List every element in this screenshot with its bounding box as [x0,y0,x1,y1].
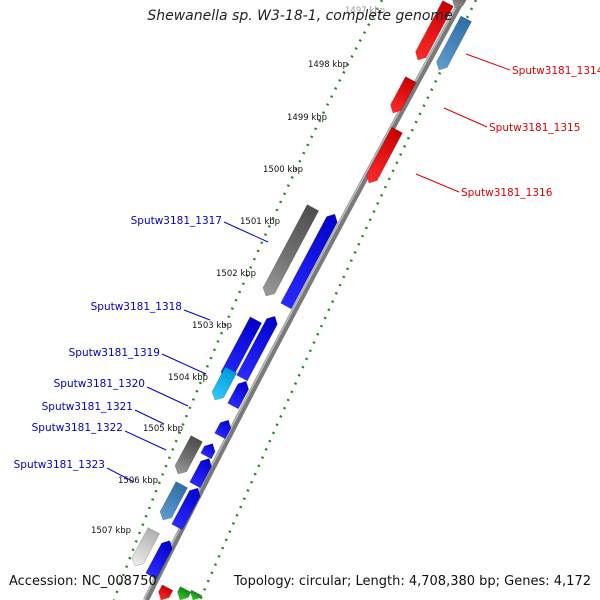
gene-label-sputw3181-1316: Sputw3181_1316 [461,187,553,199]
gene-feature-cyan [211,366,238,401]
gene-label-sputw3181-1320: Sputw3181_1320 [54,378,145,390]
gene-label-leader-line [443,107,488,128]
kbp-tick-label: 1504 kbp [168,373,208,383]
gene-feature-green-bottom-2 [190,589,203,600]
gene-feature-sputw3181-1321 [200,443,216,460]
kbp-tick-label: 1503 kbp [192,321,232,331]
gene-feature-silver [131,527,160,567]
gene-label-leader-line [146,386,189,407]
gene-feature-steel [159,481,188,521]
gene-feature-red-bottom [158,584,174,600]
scale-dotted-line-outer [198,0,478,600]
gene-label-sputw3181-1317: Sputw3181_1317 [131,215,222,227]
gene-feature-sputw3181-1320 [214,419,232,440]
gene-feature-grey-2 [174,435,203,475]
kbp-tick-label: 1501 kbp [240,217,280,227]
gene-label-leader-line [134,409,165,425]
gene-feature-group [131,0,472,600]
gene-feature-sputw3181-1314 [415,0,454,61]
gene-label-sputw3181-1322: Sputw3181_1322 [32,422,123,434]
kbp-tick-label: 1497 kbp [345,6,385,16]
kbp-tick-label: 1499 kbp [287,113,327,123]
label-leader-group [106,53,511,483]
gene-feature-sputw3181-1319 [227,380,249,410]
kbp-tick-label: 1506 kbp [118,476,158,486]
gene-label-group: Sputw3181_1314 Sputw3181_1315 Sputw3181_13… [14,65,600,471]
gene-feature-sputw3181-1318 [236,315,278,382]
genome-backbone [143,0,465,600]
kbp-tick-label: 1500 kbp [263,165,303,175]
gene-feature-downstream [145,540,173,580]
gene-feature-sputw3181-1315 [390,76,417,114]
gene-label-leader-line [183,309,211,321]
accession-text: Accession: NC_008750 [9,574,157,589]
gene-label-leader-line [465,53,511,71]
gene-label-leader-line [161,353,207,375]
gene-label-sputw3181-1318: Sputw3181_1318 [91,301,182,313]
kbp-tick-label: 1505 kbp [143,424,183,434]
gene-label-leader-line [124,430,167,451]
kbp-tick-group: 1497 kbp 1498 kbp 1499 kbp 1500 kbp 1501 kbp… [91,6,385,536]
kbp-tick-label: 1498 kbp [308,60,348,70]
gene-label-sputw3181-1323: Sputw3181_1323 [14,459,105,471]
kbp-tick-label: 1502 kbp [216,269,256,279]
gene-label-sputw3181-1315: Sputw3181_1315 [489,122,580,134]
gene-label-leader-line [415,173,460,193]
gene-feature-grey-top [452,0,471,9]
kbp-tick-label: 1507 kbp [91,526,131,536]
gene-label-sputw3181-1321: Sputw3181_1321 [42,401,133,413]
gene-feature-sputw3181-1322 [189,458,212,489]
gene-feature-grey-1 [262,204,320,297]
gene-label-sputw3181-1314: Sputw3181_1314 [512,65,600,77]
figure-title: Shewanella sp. W3-18-1, complete genome [147,8,453,24]
gene-feature-sputw3181-1316 [366,126,403,184]
scale-dotted-line-inner [112,0,384,600]
gene-label-sputw3181-1319: Sputw3181_1319 [69,347,160,359]
gene-label-leader-line [106,467,135,483]
gene-feature-steel-top [436,15,472,71]
gene-feature-green-bottom [177,586,192,600]
gene-label-leader-line [223,221,269,243]
gene-feature-sputw3181-1317 [280,213,338,310]
topology-summary-text: Topology: circular; Length: 4,708,380 bp… [233,574,591,589]
gene-feature-sputw3181-1323 [171,487,201,531]
